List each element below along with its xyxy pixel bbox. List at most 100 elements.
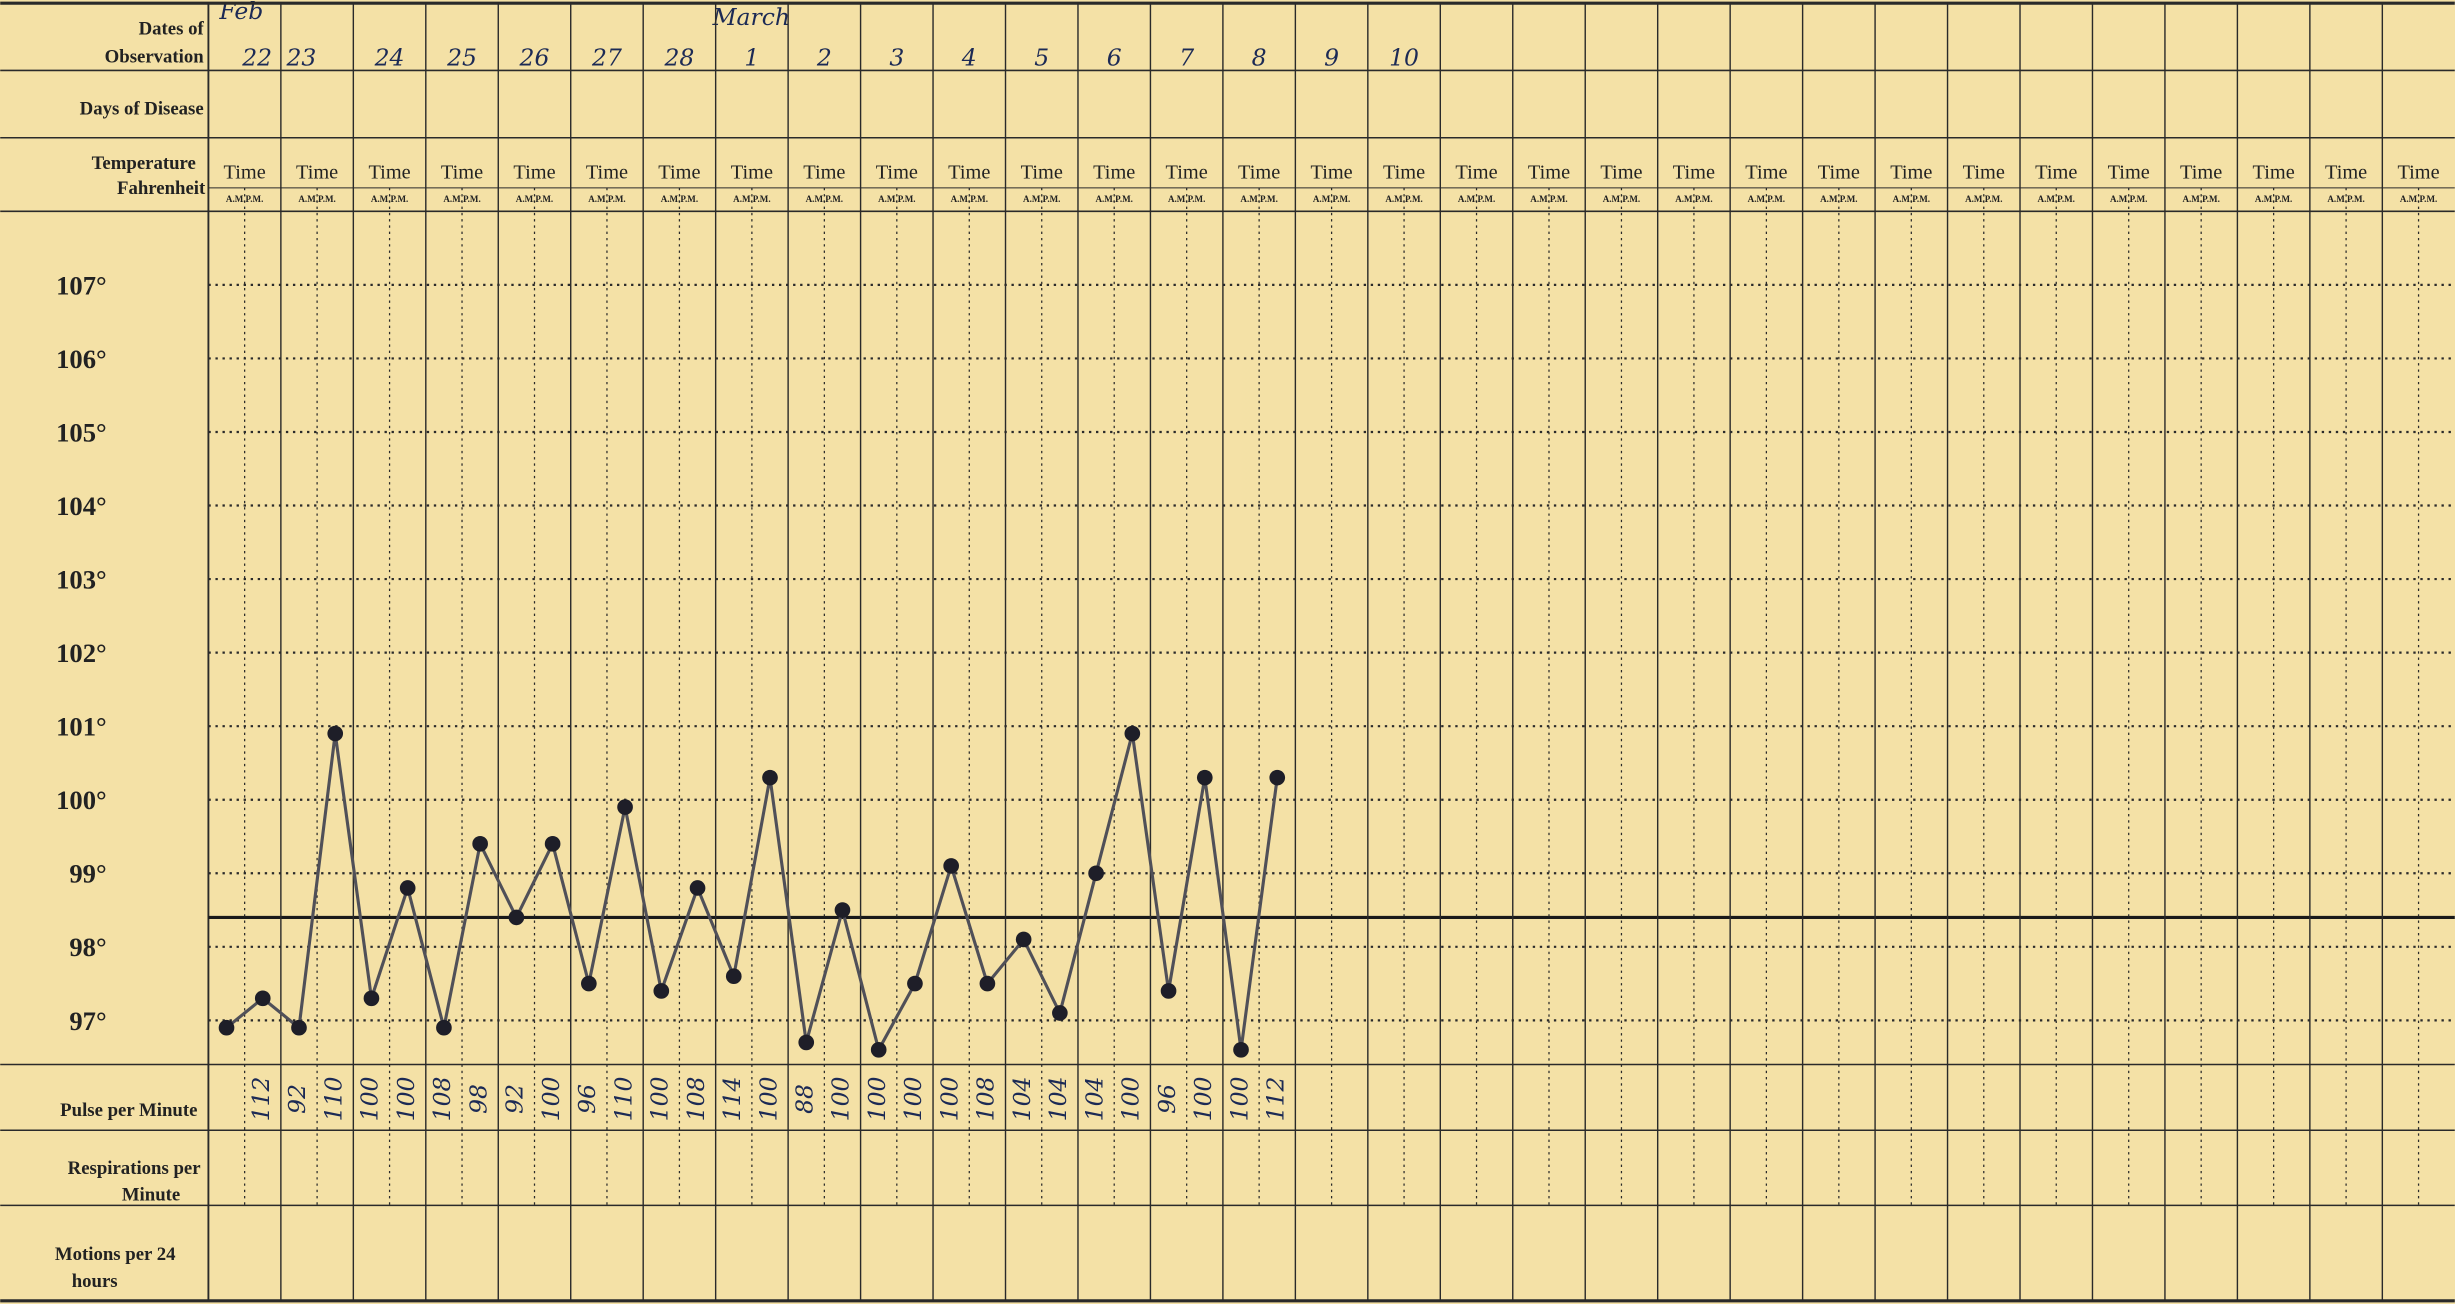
- temperature-dot: [399, 880, 416, 896]
- ampm-header: A.M.P.M.: [2038, 194, 2075, 204]
- row-label: Observation: [105, 47, 205, 68]
- time-header: Time: [441, 161, 483, 183]
- row-label: Dates of: [139, 18, 205, 39]
- row-label: Respirations per: [68, 1158, 201, 1179]
- pulse-entry: 108: [428, 1076, 456, 1121]
- ampm-header: A.M.P.M.: [1458, 194, 1495, 204]
- pulse-entry: 108: [972, 1076, 1000, 1121]
- time-header: Time: [2325, 161, 2367, 183]
- date-entry: 4: [961, 44, 977, 72]
- ampm-header: A.M.P.M.: [298, 194, 335, 204]
- temperature-dot: [508, 909, 525, 926]
- time-header: Time: [1890, 161, 1932, 183]
- temperature-dot: [870, 1041, 887, 1058]
- date-entry: 25: [446, 44, 477, 72]
- temperature-dot: [653, 983, 670, 999]
- pulse-entry: 92: [283, 1084, 311, 1114]
- ampm-header: A.M.P.M.: [1748, 194, 1785, 204]
- pulse-entry: 96: [573, 1084, 601, 1114]
- temperature-dot: [834, 902, 851, 918]
- ampm-header: A.M.P.M.: [1385, 194, 1422, 204]
- time-header: Time: [1818, 161, 1860, 183]
- date-entry: 22: [241, 44, 272, 72]
- temperature-dot: [472, 836, 488, 852]
- ampm-header: A.M.P.M.: [226, 194, 263, 204]
- temperature-dot: [798, 1034, 815, 1051]
- date-entry: 1: [744, 44, 759, 72]
- time-header: Time: [803, 161, 845, 183]
- temperature-dot: [725, 968, 742, 985]
- temperature-dot: [436, 1019, 452, 1036]
- temperature-dot: [1124, 725, 1141, 742]
- ampm-header: A.M.P.M.: [878, 194, 915, 204]
- pulse-entry: 104: [1044, 1077, 1072, 1122]
- time-header: Time: [586, 161, 628, 183]
- temperature-dot: [218, 1019, 235, 1036]
- temperature-dot: [1052, 1005, 1068, 1021]
- pulse-entry: 114: [718, 1077, 746, 1122]
- date-entry: 3: [889, 44, 904, 72]
- time-header: Time: [876, 161, 918, 183]
- ampm-header: A.M.P.M.: [371, 194, 408, 204]
- ampm-header: A.M.P.M.: [1893, 194, 1930, 204]
- row-label: Minute: [122, 1185, 180, 1206]
- temperature-dot: [291, 1019, 307, 1036]
- temperature-dot: [762, 769, 778, 786]
- time-header: Time: [1093, 161, 1135, 183]
- temperature-dot: [1196, 769, 1213, 786]
- pulse-entry: 88: [790, 1084, 818, 1114]
- ampm-header: A.M.P.M.: [806, 194, 843, 204]
- pulse-entry: 100: [863, 1076, 891, 1121]
- date-entry: 24: [374, 44, 405, 72]
- time-header: Time: [1021, 161, 1063, 183]
- pulse-entry: 104: [1008, 1077, 1036, 1122]
- pulse-entry: 104: [1080, 1077, 1108, 1122]
- time-header: Time: [2397, 161, 2439, 183]
- pulse-entry: 112: [1262, 1077, 1290, 1122]
- pulse-entry: 108: [682, 1076, 710, 1121]
- date-entry: 2: [816, 44, 832, 72]
- ampm-header: A.M.P.M.: [1965, 194, 2002, 204]
- row-label: hours: [72, 1271, 118, 1292]
- time-header: Time: [948, 161, 990, 183]
- y-tick-label: 103°: [56, 564, 107, 594]
- row-label: Days of Disease: [80, 98, 204, 119]
- ampm-header: A.M.P.M.: [588, 194, 625, 204]
- y-tick-label: 97°: [69, 1006, 106, 1036]
- date-entry: 7: [1179, 44, 1194, 72]
- y-tick-label: 104°: [56, 491, 107, 521]
- pulse-entry: 100: [392, 1076, 420, 1121]
- temperature-dot: [943, 858, 959, 874]
- row-label: Pulse per Minute: [60, 1100, 197, 1121]
- temperature-dot: [327, 725, 344, 742]
- ampm-header: A.M.P.M.: [1095, 194, 1132, 204]
- temperature-dot: [689, 880, 706, 896]
- y-tick-label: 105°: [56, 417, 107, 447]
- time-header: Time: [2035, 161, 2077, 183]
- ampm-header: A.M.P.M.: [1240, 194, 1277, 204]
- ampm-header: A.M.P.M.: [2182, 194, 2219, 204]
- pulse-entry: 100: [1189, 1076, 1217, 1121]
- date-entry: 8: [1252, 44, 1267, 72]
- temperature-dot: [1088, 865, 1104, 882]
- date-entry: 23: [286, 44, 317, 72]
- row-label: Temperature: [92, 153, 196, 174]
- ampm-header: A.M.P.M.: [2327, 194, 2364, 204]
- pulse-entry: 100: [1117, 1076, 1145, 1121]
- pulse-entry: 100: [356, 1076, 384, 1121]
- date-entry: 28: [663, 44, 694, 72]
- pulse-entry: 100: [899, 1076, 927, 1121]
- pulse-entry: 98: [464, 1084, 492, 1114]
- time-header: Time: [1383, 161, 1425, 183]
- temperature-line: [225, 733, 1279, 1054]
- y-tick-label: 106°: [56, 344, 107, 374]
- y-tick-label: 102°: [56, 638, 107, 668]
- y-tick-label: 98°: [69, 932, 106, 962]
- date-entry: 10: [1389, 44, 1419, 72]
- temperature-dot: [1015, 931, 1032, 948]
- pulse-entry: 100: [537, 1076, 565, 1121]
- pulse-entry: 96: [1153, 1084, 1181, 1114]
- pulse-entry: 100: [754, 1076, 782, 1121]
